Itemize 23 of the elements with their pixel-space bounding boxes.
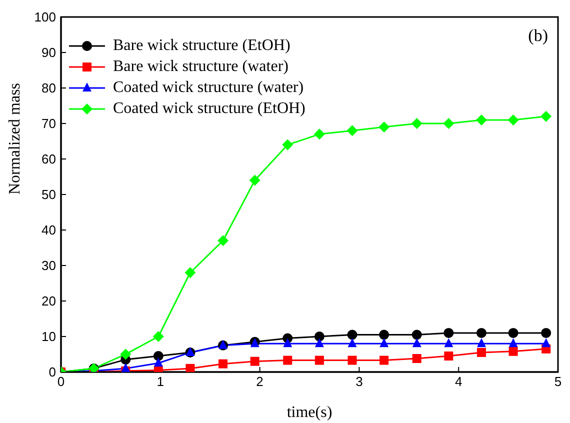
y-tick-label: 60 — [42, 152, 56, 167]
y-tick-label: 10 — [42, 329, 56, 344]
y-tick-label: 0 — [48, 364, 56, 380]
y-tick-label: 50 — [42, 187, 56, 202]
legend-label: Coated wick structure (EtOH) — [113, 99, 306, 119]
x-axis-title: time(s) — [286, 404, 332, 421]
y-tick-label: 90 — [42, 45, 56, 60]
y-tick-label: 30 — [42, 258, 56, 274]
legend-label: Bare wick structure (water) — [113, 57, 288, 77]
annotation: (b) — [528, 26, 548, 45]
legend-label: Coated wick structure (water) — [113, 78, 304, 98]
x-tick-label: 4 — [454, 374, 462, 390]
legend-label: Bare wick structure (EtOH) — [113, 36, 290, 56]
x-tick-label: 3 — [356, 374, 363, 390]
y-tick-label: 70 — [42, 116, 56, 132]
y-tick-label: 40 — [42, 222, 56, 238]
y-tick-label: 20 — [42, 294, 56, 309]
x-tick-label: 5 — [554, 374, 562, 390]
x-tick-label: 2 — [256, 374, 264, 390]
y-tick-label: 80 — [42, 80, 56, 96]
x-tick-label: 1 — [156, 374, 164, 390]
y-axis-title: Normalized mass — [6, 82, 24, 194]
y-tick-label: 100 — [34, 10, 56, 25]
